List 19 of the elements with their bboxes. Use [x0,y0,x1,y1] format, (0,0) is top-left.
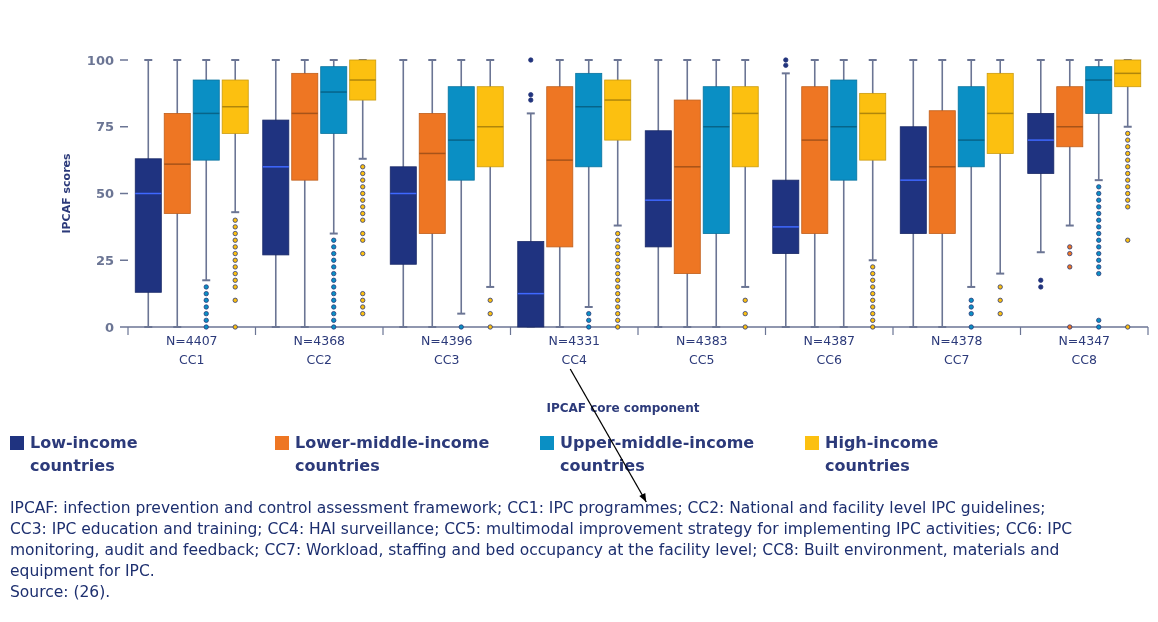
x-tick-label: N=4368 CC2 [293,333,346,367]
source-note: Source: (26). [10,583,111,601]
x-tick-label: N=4331 CC4 [548,333,601,367]
y-tick-label: 0 [104,319,114,335]
y-axis-title: IPCAF scores [60,152,73,234]
text: IPCAF: infection prevention and control assessment framework; CC1: IPC programmes; CC2: National and facility level IPC guidelines; CC3: IPC education and training; CC4: HAI surveillance; CC5: multimodal improvement strategy for implementing IPC activities; CC6: IPC monitoring, audit and feedback; CC7: Workload, staffing and bed occupancy at the facility level; CC8: Built environment, materials and equipment for IPC. [10,499,1073,580]
x-tick-label: N=4347 CC8 [1058,333,1111,367]
x-tick-label: N=4383 CC5 [675,333,728,367]
y-tick-label: 100 [86,52,114,68]
x-tick-label: N=4407 CC1 [165,333,218,367]
legend-label: Low-income countries [30,433,138,475]
y-tick-label: 25 [95,252,114,268]
legend-label: High-income countries [825,433,939,475]
y-tick-label: 75 [95,119,114,135]
y-tick-label: 50 [95,186,114,202]
legend-label: Lower-middle-income countries [295,433,490,475]
x-tick-label: N=4396 CC3 [420,333,473,367]
x-tick-label: N=4378 CC7 [930,333,983,367]
x-tick-label: N=4387 CC6 [803,333,856,367]
